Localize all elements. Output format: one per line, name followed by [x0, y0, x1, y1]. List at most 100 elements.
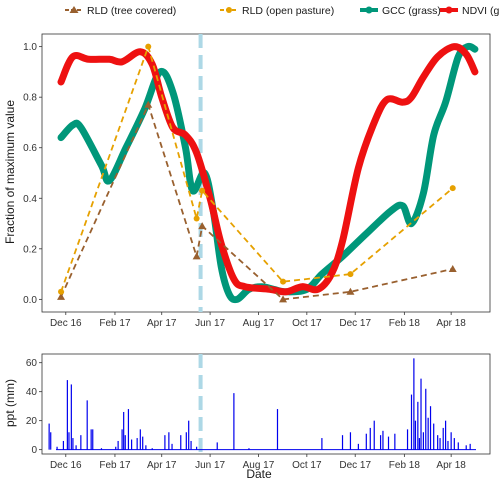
precip-bar-69 [465, 445, 467, 450]
precip-bar-63 [442, 427, 444, 450]
legend-marker-3 [445, 6, 453, 14]
precip-bar-33 [196, 446, 198, 450]
point-rld-tree-covered-0 [57, 292, 66, 300]
top-ytick-label-2: 0.4 [23, 194, 37, 205]
precip-bar-16 [121, 429, 123, 450]
precip-bar-43 [369, 427, 371, 450]
precip-bar-67 [453, 438, 455, 450]
legend-label-1: RLD (open pasture) [242, 5, 334, 17]
precip-bar-34 [216, 442, 218, 450]
bot-xtick-label-5: Oct 17 [292, 460, 322, 471]
precip-bar-19 [127, 409, 130, 450]
legend-marker-0 [69, 6, 79, 13]
point-rld-tree-covered-6 [448, 265, 457, 273]
precip-bar-13 [100, 448, 103, 450]
precip-bar-3 [62, 440, 65, 450]
point-rld-open-pasture-0 [58, 288, 65, 295]
precip-bar-2 [56, 446, 58, 450]
legend-label-3: NDVI (grass) [462, 5, 500, 17]
series-line-gcc-grass [57, 42, 479, 304]
top-ytick-label-3: 0.6 [23, 143, 37, 154]
precip-bar-17 [123, 411, 125, 450]
point-rld-tree-covered-2 [192, 252, 201, 260]
top-xtick-label-2: Apr 17 [147, 318, 177, 329]
precip-bar-11 [90, 429, 92, 450]
point-rld-open-pasture-3 [199, 187, 206, 194]
bot-xtick-label-6: Dec 17 [339, 460, 371, 471]
precip-bar-20 [131, 439, 133, 450]
top-ytick-label-0: 0.0 [23, 295, 37, 306]
precip-bar-40 [349, 432, 352, 450]
precip-bar-61 [437, 435, 439, 450]
bot-ytick-label-0: 0 [31, 445, 37, 456]
point-rld-tree-covered-1 [144, 100, 153, 108]
precip-bar-12 [92, 429, 94, 450]
precip-bar-42 [365, 433, 367, 450]
top-xtick-label-3: Jun 17 [195, 318, 225, 329]
precip-bar-8 [75, 445, 77, 450]
bot-ytick-label-3: 60 [26, 358, 38, 369]
point-rld-open-pasture-6 [449, 185, 456, 192]
precip-bar-30 [185, 432, 187, 450]
precip-bar-51 [413, 358, 415, 450]
precip-bar-7 [72, 438, 74, 450]
precip-bar-45 [379, 435, 382, 450]
precip-bar-6 [70, 384, 72, 450]
precip-bar-47 [387, 436, 390, 450]
legend-marker-1 [226, 7, 232, 13]
top-xtick-label-8: Apr 18 [436, 318, 466, 329]
bottom-chart-panel: 0 20 40 60 Dec 16 Feb 17 Apr 17 Jun 17 Aug 17 Oct… [3, 353, 491, 481]
series-line-rld-tree-covered [60, 102, 453, 301]
precip-bar-49 [406, 429, 409, 450]
bot-frame [41, 353, 491, 455]
precip-bar-46 [382, 430, 384, 450]
precip-bar-70 [469, 443, 471, 450]
precip-bar-31 [188, 420, 190, 450]
precip-bar-21 [136, 438, 138, 450]
top-xtick-label-0: Dec 16 [50, 318, 82, 329]
precip-bars [48, 358, 476, 451]
bot-ytick-label-2: 40 [26, 387, 38, 398]
precip-bar-15 [117, 440, 119, 450]
bot-xtick-label-2: Apr 17 [147, 460, 177, 471]
precip-bar-41 [357, 443, 359, 450]
bot-xtick-label-7: Feb 18 [389, 460, 421, 471]
top-ytick-label-1: 0.2 [23, 244, 37, 255]
bot-xtick-label-3: Jun 17 [195, 460, 225, 471]
point-rld-open-pasture-2 [193, 215, 200, 222]
precip-bar-66 [450, 432, 452, 450]
precip-bar-59 [429, 406, 432, 450]
precip-bar-5 [68, 432, 70, 450]
precip-bar-27 [168, 432, 170, 450]
point-rld-tree-covered-5 [346, 287, 355, 295]
precip-bar-18 [124, 435, 126, 450]
series-line-ndvi-grass [57, 43, 479, 296]
precip-bar-37 [276, 409, 279, 450]
top-xtick-label-5: Oct 17 [292, 318, 322, 329]
bot-ytick-label-1: 20 [26, 416, 38, 427]
point-rld-tree-covered-3 [198, 222, 207, 230]
precip-bar-50 [410, 394, 413, 450]
bot-xtick-label-4: Aug 17 [243, 460, 275, 471]
precip-bar-36 [248, 448, 250, 450]
top-xtick-label-6: Dec 17 [339, 318, 371, 329]
precip-bar-54 [418, 438, 421, 450]
precip-bar-29 [180, 435, 182, 450]
point-rld-tree-covered-4 [279, 295, 288, 303]
precip-bar-26 [164, 435, 166, 450]
precip-bar-64 [444, 420, 447, 450]
precip-bar-48 [394, 433, 396, 450]
precip-bar-53 [417, 401, 419, 450]
point-rld-open-pasture-1 [145, 43, 152, 50]
top-series-group [57, 42, 479, 304]
precip-bar-10 [86, 400, 88, 450]
precip-bar-68 [457, 442, 459, 450]
precip-bar-9 [80, 435, 82, 450]
precip-bar-32 [190, 440, 192, 450]
precip-bar-14 [115, 446, 117, 450]
point-rld-open-pasture-4 [280, 278, 287, 285]
precip-bar-35 [233, 393, 235, 450]
precip-bar-65 [447, 440, 449, 450]
precip-bar-22 [139, 429, 141, 450]
